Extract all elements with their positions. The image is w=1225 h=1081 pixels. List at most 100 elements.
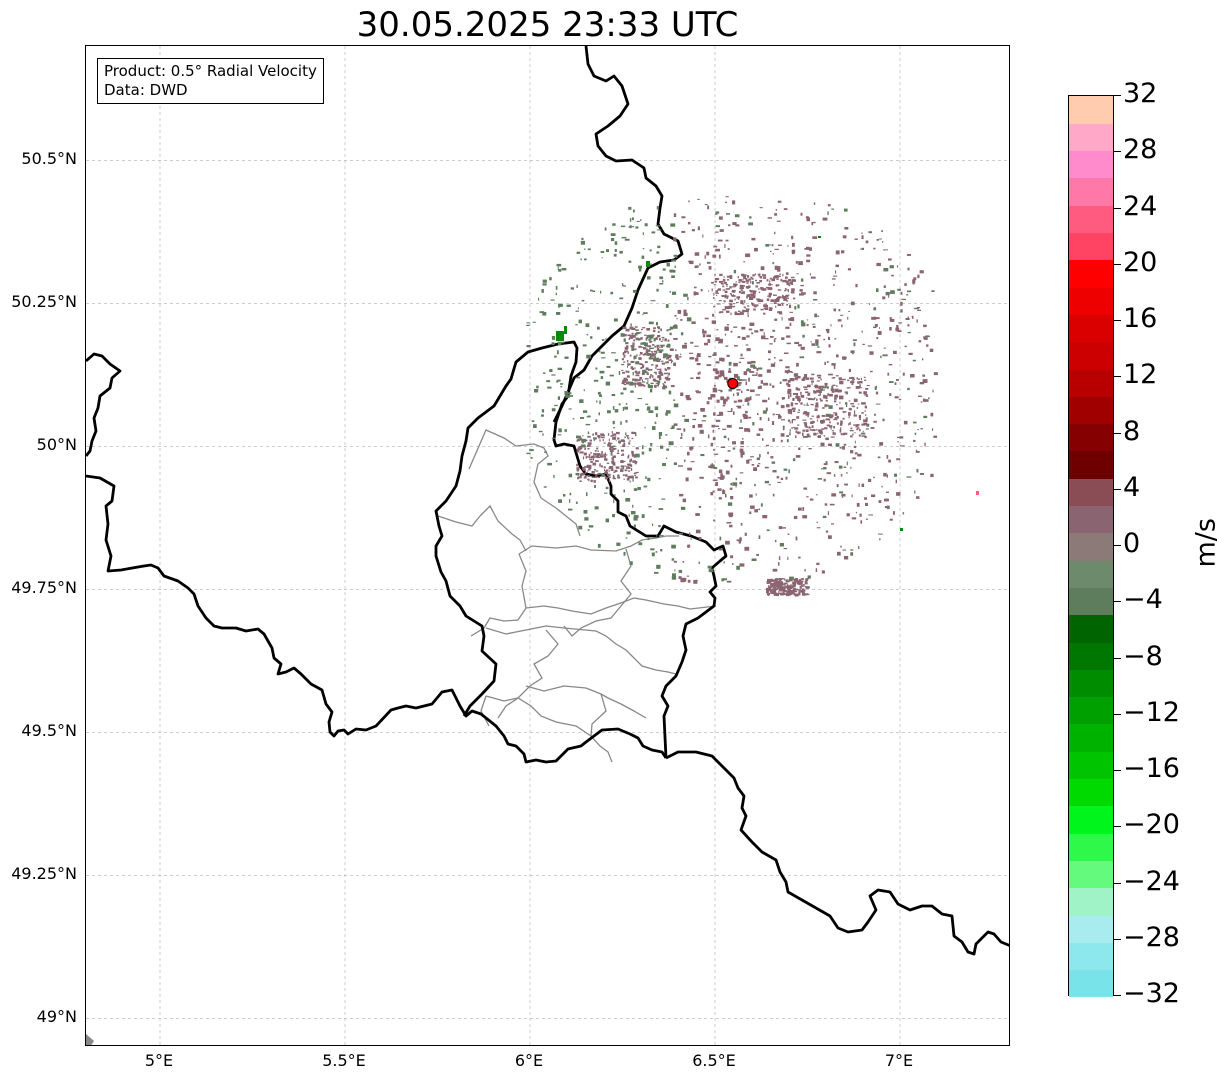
echo-outbound-cell bbox=[744, 300, 746, 304]
echo-outbound-cell bbox=[788, 389, 791, 392]
echo-outbound-cell bbox=[708, 397, 713, 400]
colorbar-tick bbox=[1114, 938, 1121, 940]
echo-outbound-cell bbox=[592, 433, 594, 436]
echo-inbound-cell bbox=[578, 319, 582, 324]
echo-outbound-cell bbox=[839, 395, 844, 400]
echo-outbound-cell bbox=[759, 299, 764, 302]
echo-outbound-cell bbox=[798, 556, 801, 559]
echo-outbound-cell bbox=[835, 389, 838, 392]
echo-outbound-cell bbox=[751, 558, 757, 561]
echo-inbound-cell bbox=[623, 551, 626, 556]
echo-outbound-cell bbox=[838, 407, 844, 410]
echo-outbound-cell bbox=[893, 511, 895, 515]
echo-outbound-cell bbox=[657, 330, 660, 333]
echo-outbound-cell bbox=[715, 419, 721, 422]
echo-inbound-cell bbox=[645, 371, 647, 374]
echo-outbound-cell bbox=[651, 352, 654, 354]
echo-outbound-cell bbox=[733, 393, 735, 397]
echo-outbound-cell bbox=[698, 273, 702, 275]
echo-outbound-cell bbox=[902, 372, 905, 376]
echo-inbound-cell bbox=[662, 268, 666, 271]
map-panel[interactable] bbox=[85, 45, 1010, 1046]
echo-outbound-cell bbox=[735, 285, 737, 288]
colorbar-segment bbox=[1069, 341, 1113, 370]
echo-outbound-cell bbox=[777, 296, 781, 299]
echo-outbound-cell bbox=[793, 592, 796, 596]
echo-outbound-cell bbox=[658, 350, 662, 353]
echo-outbound-cell bbox=[775, 284, 778, 287]
echo-outbound-cell bbox=[842, 235, 847, 239]
echo-outbound-cell bbox=[728, 512, 734, 516]
echo-outbound-cell bbox=[760, 380, 763, 384]
echo-outbound-cell bbox=[828, 373, 833, 376]
echo-outbound-cell bbox=[850, 301, 855, 306]
echo-inbound-cell bbox=[628, 226, 631, 228]
echo-outbound-cell bbox=[749, 295, 753, 297]
echo-outbound-cell bbox=[925, 335, 930, 338]
echo-outbound-cell bbox=[827, 443, 832, 446]
echo-outbound-cell bbox=[670, 362, 673, 364]
echo-outbound-cell bbox=[679, 356, 682, 358]
echo-outbound-cell bbox=[696, 363, 701, 366]
echo-outbound-cell bbox=[714, 280, 718, 283]
echo-outbound-cell bbox=[857, 424, 860, 426]
echo-outbound-cell bbox=[788, 284, 791, 287]
echo-outbound-cell bbox=[623, 442, 626, 446]
echo-outbound-cell bbox=[649, 355, 652, 359]
colorbar-tick-label: −32 bbox=[1123, 978, 1180, 1009]
echo-inbound-cell bbox=[610, 233, 616, 236]
echo-outbound-cell bbox=[913, 439, 916, 442]
echo-outbound-cell bbox=[627, 475, 632, 479]
echo-outbound-cell bbox=[577, 447, 580, 449]
echo-outbound-cell bbox=[823, 478, 826, 482]
echo-outbound-cell bbox=[809, 498, 814, 501]
echo-inbound-cell bbox=[670, 223, 676, 227]
echo-outbound-cell bbox=[854, 440, 856, 444]
echo-outbound-cell bbox=[863, 419, 867, 423]
echo-outbound-cell bbox=[717, 288, 721, 291]
echo-outbound-cell bbox=[726, 580, 732, 583]
echo-outbound-cell bbox=[587, 442, 592, 445]
echo-outbound-cell bbox=[913, 421, 917, 424]
radar-site-marker[interactable] bbox=[727, 377, 739, 389]
echo-outbound-cell bbox=[681, 432, 683, 437]
echo-outbound-cell bbox=[726, 424, 732, 428]
echo-inbound-cell bbox=[649, 347, 654, 349]
echo-outbound-cell bbox=[772, 329, 776, 332]
echo-outbound-cell bbox=[878, 500, 882, 503]
echo-outbound-cell bbox=[752, 422, 755, 426]
echo-outbound-cell bbox=[762, 289, 765, 291]
echo-outbound-cell bbox=[914, 432, 917, 435]
echo-inbound-cell bbox=[623, 387, 627, 391]
echo-outbound-cell bbox=[733, 362, 738, 367]
echo-outbound-cell bbox=[702, 328, 704, 332]
echo-outbound-cell bbox=[650, 353, 655, 357]
echo-outbound-cell bbox=[738, 296, 741, 299]
echo-outbound-cell bbox=[733, 326, 738, 328]
echo-outbound-cell bbox=[859, 513, 862, 517]
echo-outbound-cell bbox=[673, 213, 677, 217]
echo-outbound-cell bbox=[821, 570, 825, 574]
echo-outbound-cell bbox=[785, 280, 789, 283]
echo-inbound-cell bbox=[630, 226, 634, 228]
echo-outbound-cell bbox=[830, 426, 832, 430]
echo-outbound-cell bbox=[772, 421, 775, 425]
echo-outbound-cell bbox=[916, 496, 920, 499]
echo-outbound-cell bbox=[786, 585, 791, 587]
echo-outbound-cell bbox=[772, 585, 775, 588]
echo-outbound-cell bbox=[793, 586, 796, 588]
echo-outbound-cell bbox=[874, 316, 876, 320]
echo-outbound-cell bbox=[793, 578, 796, 581]
echo-outbound-cell bbox=[751, 303, 754, 306]
echo-outbound-cell bbox=[842, 495, 844, 498]
echo-outbound-cell bbox=[756, 282, 760, 284]
echo-outbound-cell bbox=[614, 469, 618, 473]
echo-inbound-cell bbox=[667, 343, 671, 346]
echo-outbound-cell bbox=[879, 538, 881, 541]
echo-outbound-cell bbox=[687, 451, 690, 456]
echo-outbound-cell bbox=[783, 592, 786, 596]
echo-inbound-cell bbox=[596, 400, 598, 403]
echo-inbound-cell bbox=[581, 237, 584, 241]
echo-outbound-cell bbox=[900, 301, 903, 306]
echo-outbound-cell bbox=[796, 273, 799, 275]
